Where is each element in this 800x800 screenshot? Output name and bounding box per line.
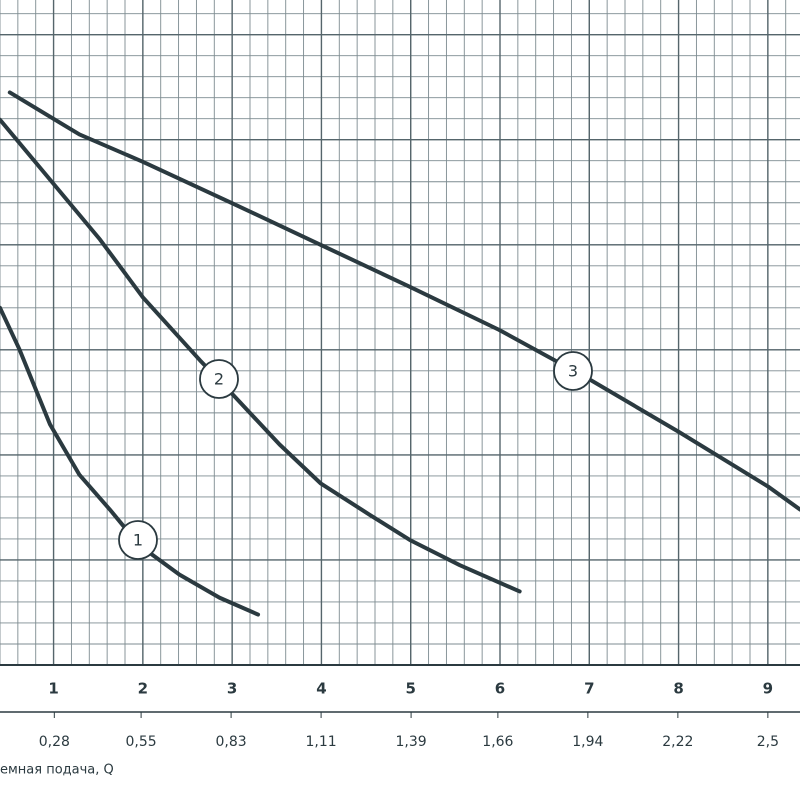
x2-tick-label: 0,55 bbox=[126, 734, 157, 750]
x2-tick-label: 0,28 bbox=[39, 734, 70, 750]
x-tick-label: 5 bbox=[405, 680, 415, 698]
x-tick-label: 4 bbox=[316, 680, 326, 698]
curve-label: 2 bbox=[214, 370, 224, 389]
x2-tick-label: 1,11 bbox=[306, 734, 337, 750]
curve-label-circle bbox=[118, 520, 158, 560]
x-tick-label: 8 bbox=[673, 680, 683, 698]
x-tick-label: 9 bbox=[763, 680, 773, 698]
x2-tick-label: 2,22 bbox=[662, 734, 693, 750]
x-tick-label: 2 bbox=[138, 680, 148, 698]
x2-tick-label: 1,39 bbox=[396, 734, 427, 750]
curve-label-circle bbox=[199, 359, 239, 399]
x-axis-title: емная подача, Q bbox=[0, 763, 114, 778]
curve bbox=[0, 305, 261, 617]
x2-tick-label: 1,66 bbox=[482, 734, 513, 750]
x-tick-label: 6 bbox=[495, 680, 505, 698]
curve-label-circle bbox=[553, 351, 593, 391]
curve-label: 1 bbox=[133, 531, 143, 550]
curve-label: 3 bbox=[568, 362, 578, 381]
x2-tick-label: 1,94 bbox=[572, 734, 603, 750]
x2-tick-label: 2,5 bbox=[757, 734, 779, 750]
x2-tick-label: 0,83 bbox=[216, 734, 247, 750]
x-tick-label: 3 bbox=[227, 680, 237, 698]
x-tick-label: 7 bbox=[584, 680, 594, 698]
x-tick-label: 1 bbox=[48, 680, 58, 698]
curve bbox=[0, 117, 522, 594]
curve bbox=[7, 90, 800, 512]
